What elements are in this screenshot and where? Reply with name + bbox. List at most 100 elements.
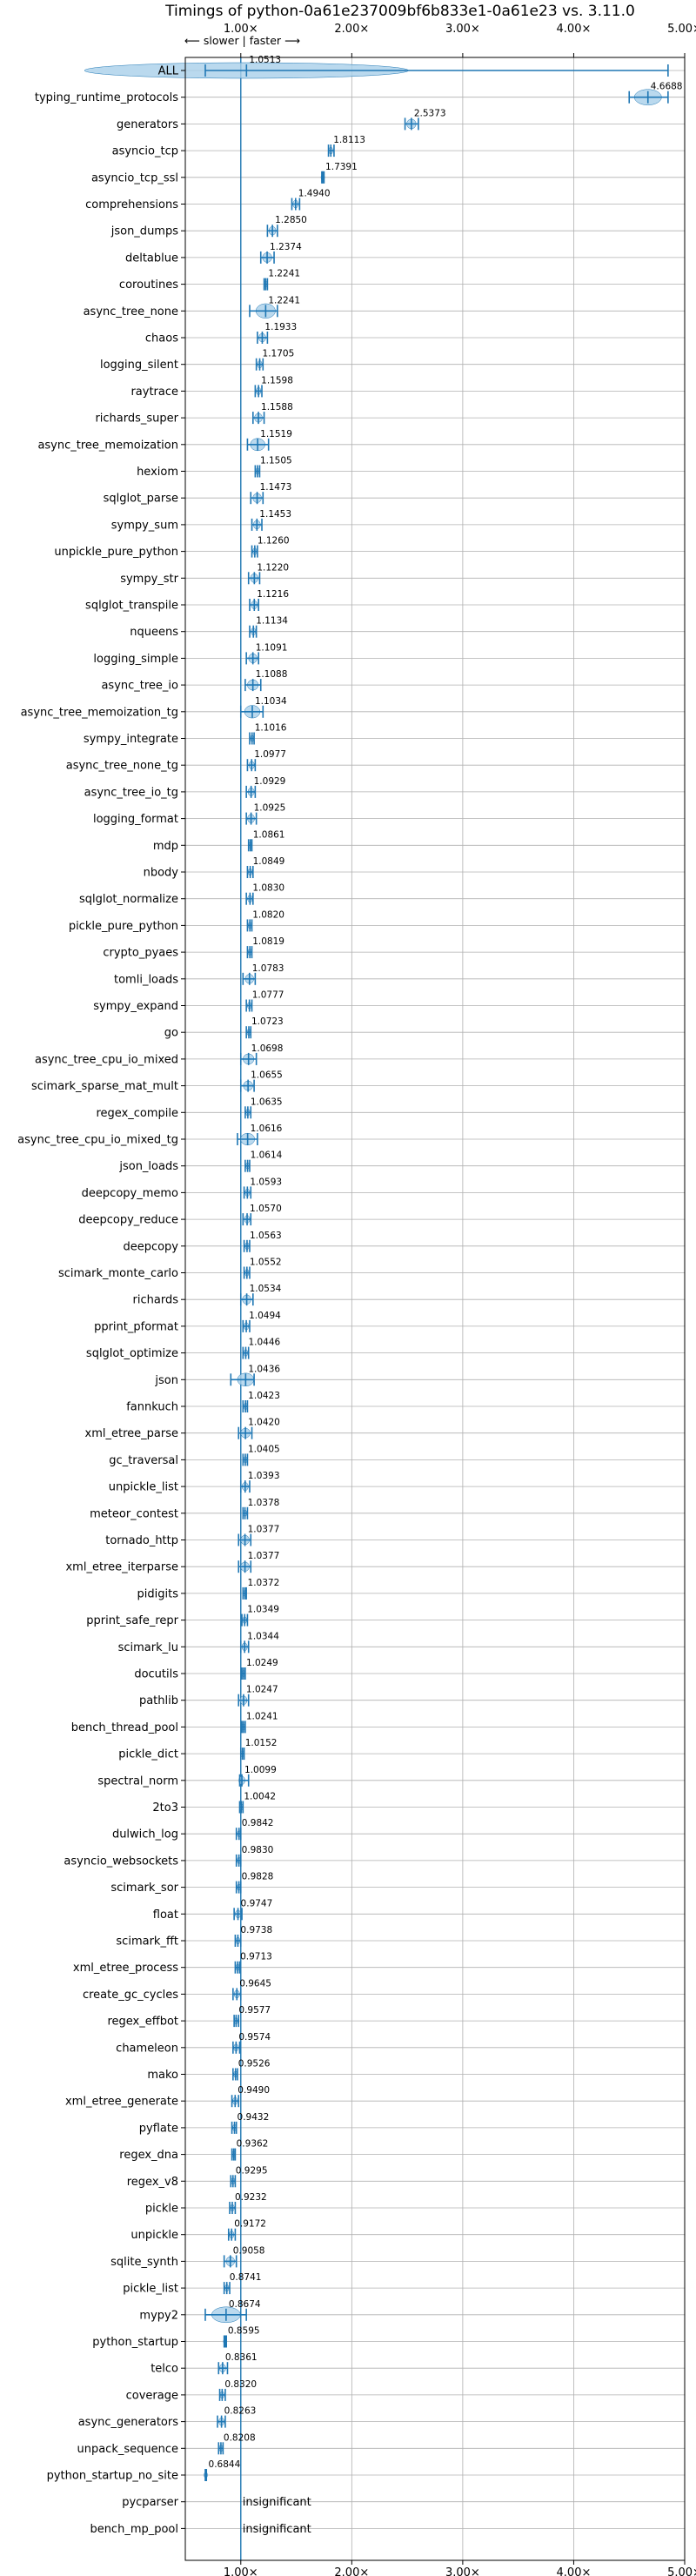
x-tick-label-top: 1.00×	[224, 23, 258, 36]
category-labels: ALL typing_runtime_protocols generators asy…	[17, 65, 185, 2536]
x-tick-label-top: 5.00×	[667, 23, 696, 36]
category-label: scimark_monte_carlo	[58, 1267, 178, 1280]
value-label: 1.0372	[248, 1578, 280, 1588]
category-label: raytrace	[130, 386, 178, 399]
value-label: 4.6688	[651, 82, 683, 92]
value-label: 1.0614	[251, 1150, 283, 1161]
category-label: sqlglot_transpile	[85, 600, 178, 613]
x-tick-label-top: 2.00×	[334, 23, 369, 36]
value-label: 0.9645	[239, 1978, 271, 1989]
value-label: 1.0616	[251, 1124, 283, 1134]
category-label: scimark_sparse_mat_mult	[31, 1080, 178, 1093]
category-label: regex_v8	[127, 2176, 178, 2189]
value-label: 0.9828	[242, 1872, 274, 1882]
category-label: logging_format	[93, 813, 178, 826]
category-label: unpickle_list	[109, 1481, 178, 1494]
category-label: pprint_pformat	[94, 1320, 178, 1333]
category-label: pickle	[145, 2203, 178, 2216]
plot-frame	[184, 57, 686, 2561]
category-label: go	[164, 1027, 178, 1040]
category-label: sqlite_synth	[110, 2256, 178, 2269]
category-label: create_gc_cycles	[83, 1989, 178, 2002]
category-label: xml_etree_iterparse	[65, 1561, 178, 1574]
category-label: docutils	[134, 1668, 178, 1681]
value-label: 1.0042	[244, 1792, 276, 1802]
value-label: 1.0849	[253, 856, 285, 867]
value-label: 0.9232	[235, 2192, 267, 2203]
value-label: 1.0436	[248, 1364, 280, 1374]
value-label: 1.1588	[261, 402, 293, 413]
category-label: pycparser	[122, 2496, 178, 2509]
value-label: 1.0534	[250, 1284, 282, 1294]
category-label: json_dumps	[110, 225, 178, 238]
category-label: python_startup	[92, 2336, 178, 2349]
value-label: 0.9747	[241, 1898, 273, 1909]
category-label: nbody	[144, 867, 179, 880]
category-label: json	[154, 1374, 178, 1387]
value-label: 0.8208	[224, 2432, 256, 2443]
category-label: sympy_expand	[93, 1000, 178, 1013]
category-label: sympy_str	[120, 573, 178, 586]
category-label: logging_silent	[100, 359, 178, 372]
value-label: 1.1519	[260, 429, 292, 439]
category-label: coverage	[126, 2389, 178, 2402]
value-label: 1.0777	[252, 990, 284, 1001]
category-label: asyncio_websockets	[64, 1855, 178, 1868]
category-label: async_generators	[78, 2416, 179, 2429]
category-label: typing_runtime_protocols	[35, 91, 178, 104]
x-tick-label-bottom: 1.00×	[224, 2566, 258, 2576]
value-label: 1.1216	[257, 589, 289, 600]
category-label: asyncio_tcp	[112, 145, 178, 158]
category-label: async_tree_memoization	[37, 439, 178, 452]
x-tick-label-bottom: 4.00×	[557, 2566, 592, 2576]
value-label: 1.0377	[248, 1551, 280, 1561]
category-label: sympy_sum	[111, 519, 178, 532]
value-label: 1.0570	[250, 1204, 282, 1214]
value-label: 1.1088	[256, 669, 288, 680]
value-label: 0.9172	[234, 2219, 266, 2230]
value-label: 1.1220	[257, 562, 289, 573]
value-label: 1.1260	[258, 536, 290, 547]
value-label: 0.9432	[238, 2112, 270, 2123]
value-label: 0.9738	[240, 1925, 272, 1935]
category-label: telco	[151, 2363, 178, 2376]
value-label: 1.0423	[248, 1391, 280, 1401]
value-label: 1.1473	[260, 482, 292, 493]
category-label: nqueens	[130, 626, 178, 639]
category-label: xml_etree_parse	[85, 1427, 178, 1440]
category-label: gc_traversal	[109, 1454, 178, 1467]
category-label: spectral_norm	[97, 1774, 178, 1788]
x-ticks-bottom: 1.00× 2.00× 3.00× 4.00× 5.00×	[224, 2560, 696, 2576]
value-label: 0.9713	[240, 1952, 272, 1962]
value-label: 1.0593	[250, 1177, 282, 1187]
value-label: 0.9295	[236, 2165, 268, 2176]
category-label: deltablue	[125, 252, 178, 265]
category-label: float	[153, 1909, 178, 1922]
category-label: richards_super	[95, 413, 178, 426]
value-label: 1.1091	[256, 642, 288, 653]
value-label: 1.0099	[244, 1765, 277, 1775]
category-label: comprehensions	[85, 198, 178, 211]
value-label: 1.1933	[264, 322, 297, 332]
category-label: mypy2	[139, 2309, 178, 2322]
category-label: unpack_sequence	[77, 2443, 178, 2456]
chart-title: Timings of python-0a61e237009bf6b833e1-0…	[164, 3, 635, 20]
value-label: 0.9577	[238, 2005, 271, 2016]
value-label: 1.0349	[247, 1605, 279, 1615]
category-label: dulwich_log	[112, 1828, 178, 1841]
value-label: 1.0405	[248, 1444, 280, 1454]
plot-layer: 1.0513 4.6688 2.5373 1.8113 1.7391 1.4940 1.28…	[84, 55, 683, 2560]
value-label: 2.5373	[414, 108, 446, 118]
category-label: logging_simple	[93, 653, 178, 666]
insignificant-label: insignificant	[243, 2523, 311, 2536]
category-label: chaos	[145, 332, 178, 345]
category-label: pickle_dict	[118, 1748, 178, 1761]
category-label: scimark_lu	[118, 1641, 178, 1654]
value-label: 1.0446	[248, 1338, 280, 1348]
category-label: sympy_integrate	[84, 733, 178, 746]
category-label: unpickle_pure_python	[54, 546, 178, 559]
value-label: 1.0393	[248, 1471, 280, 1481]
value-label: 1.1598	[261, 375, 293, 386]
direction-note: ⟵ slower | faster ⟶	[184, 34, 300, 47]
category-label: asyncio_tcp_ssl	[91, 171, 178, 184]
